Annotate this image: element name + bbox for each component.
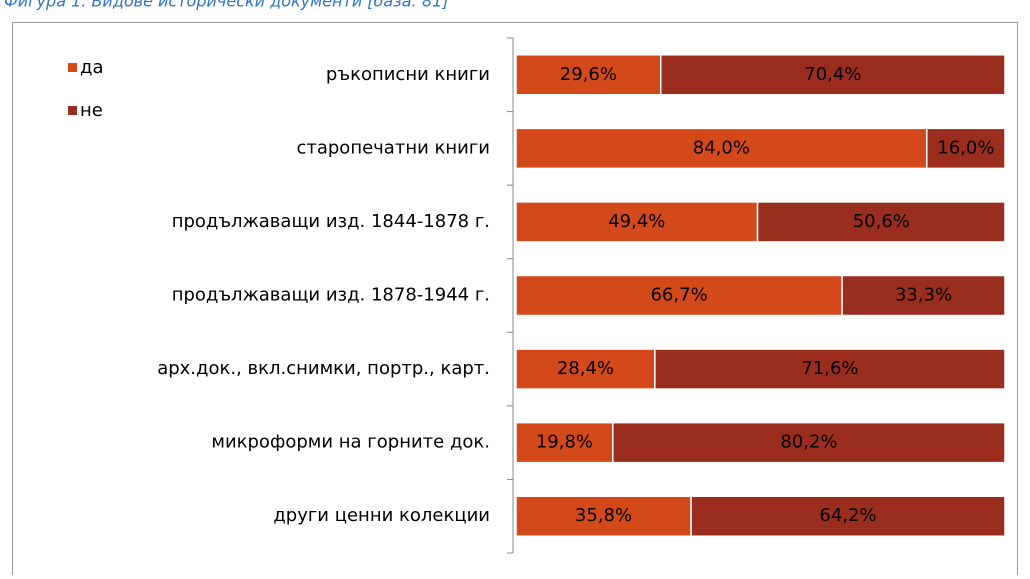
bar-segment bbox=[926, 127, 1006, 170]
bar-segment bbox=[515, 201, 759, 243]
category-label: продължаващи изд. 1844-1878 г. bbox=[172, 211, 490, 232]
category-label: микроформи на горните док. bbox=[211, 432, 490, 453]
caption: Фигура 1. Видове исторически документи [… bbox=[4, 0, 449, 11]
bar-segment bbox=[654, 348, 1006, 390]
category-label: продължаващи изд. 1878-1944 г. bbox=[172, 285, 490, 306]
value-label: 70,4% bbox=[804, 64, 861, 85]
category-label: арх.док., вкл.снимки, портр., карт. bbox=[157, 358, 490, 379]
value-label: 71,6% bbox=[801, 358, 858, 379]
bar-segment bbox=[659, 54, 1006, 96]
bar-segment bbox=[841, 274, 1006, 317]
legend-swatch bbox=[68, 106, 77, 115]
value-label: 16,0% bbox=[937, 137, 994, 158]
value-label: 80,2% bbox=[780, 432, 837, 453]
value-label: 49,4% bbox=[608, 211, 665, 232]
bar-segment bbox=[612, 421, 1006, 464]
chart-border bbox=[12, 22, 1018, 579]
bar-segment bbox=[515, 274, 843, 317]
category-label: други ценни колекции bbox=[273, 505, 490, 526]
bar-segment bbox=[515, 495, 692, 537]
value-label: 29,6% bbox=[560, 64, 617, 85]
value-label: 28,4% bbox=[557, 358, 614, 379]
category-label: старопечатни книги bbox=[296, 137, 490, 158]
bar-segment bbox=[515, 127, 928, 170]
value-label: 35,8% bbox=[575, 505, 632, 526]
value-label: 33,3% bbox=[895, 285, 952, 306]
value-label: 84,0% bbox=[693, 137, 750, 158]
value-label: 66,7% bbox=[650, 285, 707, 306]
bar-segment bbox=[515, 421, 614, 464]
legend-swatch bbox=[68, 63, 77, 72]
value-label: 64,2% bbox=[819, 505, 876, 526]
bar-segment bbox=[756, 201, 1006, 243]
legend-label: да bbox=[80, 57, 103, 78]
value-label: 50,6% bbox=[853, 211, 910, 232]
bar-segment bbox=[515, 348, 656, 390]
bar-segment bbox=[690, 495, 1006, 537]
value-label: 19,8% bbox=[536, 432, 593, 453]
legend-label: не bbox=[80, 100, 103, 121]
category-label: ръкописни книги bbox=[326, 64, 490, 85]
